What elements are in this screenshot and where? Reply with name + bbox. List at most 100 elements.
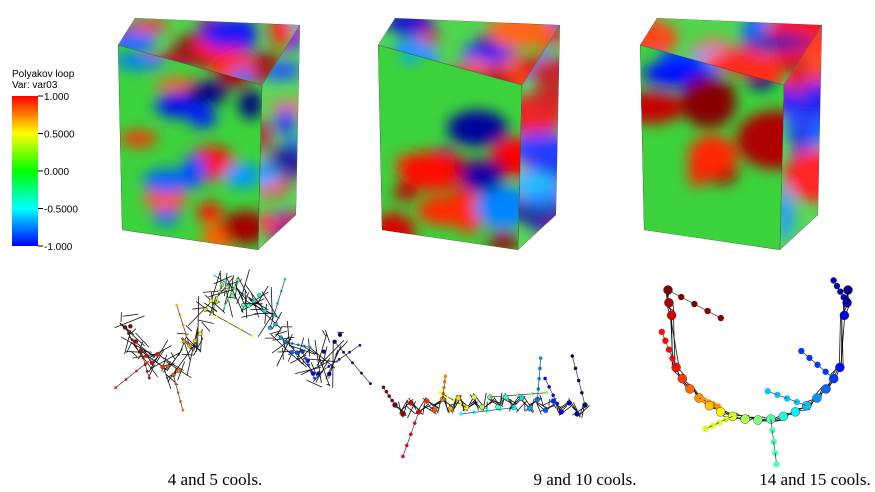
field-blob	[736, 110, 784, 170]
graph-edge	[234, 283, 245, 305]
graph-edge	[508, 397, 521, 409]
field-blob	[161, 92, 191, 115]
branch-edge	[185, 335, 190, 346]
branch-edge	[125, 370, 137, 380]
cube-face	[378, 45, 522, 250]
colorbar	[12, 96, 38, 246]
branch-edge	[571, 355, 576, 369]
branch-node	[570, 354, 575, 358]
graph-node	[310, 371, 316, 376]
branch-edge	[318, 366, 330, 374]
field-blob	[182, 154, 207, 188]
field-blob	[416, 195, 474, 226]
graph-node	[526, 405, 533, 412]
field-blob	[531, 85, 560, 108]
graph-node	[400, 411, 406, 417]
graph-edge	[166, 360, 184, 371]
graph-edge	[185, 336, 202, 353]
graph-edge	[669, 315, 681, 371]
branch-edge	[277, 291, 282, 304]
branch-edge	[575, 368, 579, 381]
graph-node	[224, 284, 230, 290]
branch-node	[181, 408, 185, 412]
graph-edge	[197, 296, 200, 349]
graph-node	[257, 293, 262, 298]
branch-node	[181, 323, 185, 327]
branch-node	[773, 461, 780, 468]
graph-edge	[187, 302, 211, 327]
field-blob	[238, 89, 262, 120]
branch-edge	[182, 325, 187, 336]
graph-node	[294, 350, 300, 355]
graph-edge	[321, 346, 328, 368]
branch-edge	[532, 392, 547, 395]
graph-edge	[241, 292, 249, 312]
graph-node	[181, 339, 187, 344]
field-blob	[462, 161, 503, 194]
graph-edge	[236, 296, 241, 304]
graph-edge	[224, 282, 232, 305]
graph-edge	[224, 273, 228, 297]
graph-edge	[318, 355, 330, 387]
graph-node	[133, 339, 138, 344]
graph-edge	[507, 398, 518, 405]
field-blob	[680, 75, 737, 128]
graph-edge	[578, 405, 584, 418]
graph-node	[778, 411, 789, 422]
graph-edge	[573, 402, 578, 412]
panel-caption: 14 and 15 cools.	[759, 470, 870, 489]
graph-node	[327, 371, 332, 377]
branch-edge	[500, 407, 514, 410]
branch-edge	[228, 322, 241, 330]
graph-node	[843, 285, 853, 295]
field-blob	[185, 80, 229, 105]
field-blob	[528, 57, 560, 86]
branch-node	[830, 277, 837, 284]
branch-edge	[334, 341, 344, 353]
field-blob	[118, 52, 167, 70]
graph-edge	[276, 333, 293, 367]
field-blob	[258, 212, 281, 234]
branch-edge	[269, 315, 275, 328]
graph-edge	[535, 401, 542, 415]
branch-edge	[461, 411, 475, 415]
graph-edge	[399, 400, 408, 414]
branch-edge	[175, 383, 179, 393]
field-blob	[800, 120, 817, 139]
branch-edge	[352, 362, 362, 374]
branch-node	[358, 343, 362, 347]
graph-node	[149, 360, 155, 365]
field-blob	[222, 163, 262, 188]
graph-edge	[131, 341, 158, 378]
branch-node	[381, 385, 386, 389]
branch-edge	[489, 395, 505, 398]
graph-edge	[322, 330, 327, 337]
branch-edge	[349, 344, 361, 353]
branch-node	[770, 438, 777, 445]
field-blob	[221, 210, 262, 245]
graph-node	[278, 335, 284, 340]
graph-node	[821, 384, 831, 394]
branch-edge	[343, 352, 353, 363]
graph-node	[337, 332, 343, 337]
field-blob	[142, 169, 193, 194]
graph-edge	[556, 402, 569, 411]
branch-node	[308, 345, 312, 349]
graph	[381, 354, 590, 459]
branch-edge	[581, 392, 586, 406]
graph-node	[176, 368, 181, 373]
graph	[658, 277, 853, 468]
graph-edge	[147, 345, 172, 359]
graph-node	[664, 298, 674, 308]
graph-edge	[282, 347, 284, 360]
branch-edge	[328, 359, 340, 367]
face-edge	[378, 18, 560, 85]
branch-node	[283, 277, 287, 281]
field-blob	[447, 110, 508, 147]
graph-edge	[128, 336, 155, 358]
branch-edge	[487, 408, 501, 412]
graph-edge	[226, 277, 244, 313]
graph-edge	[114, 315, 145, 329]
field-blob	[271, 230, 295, 246]
